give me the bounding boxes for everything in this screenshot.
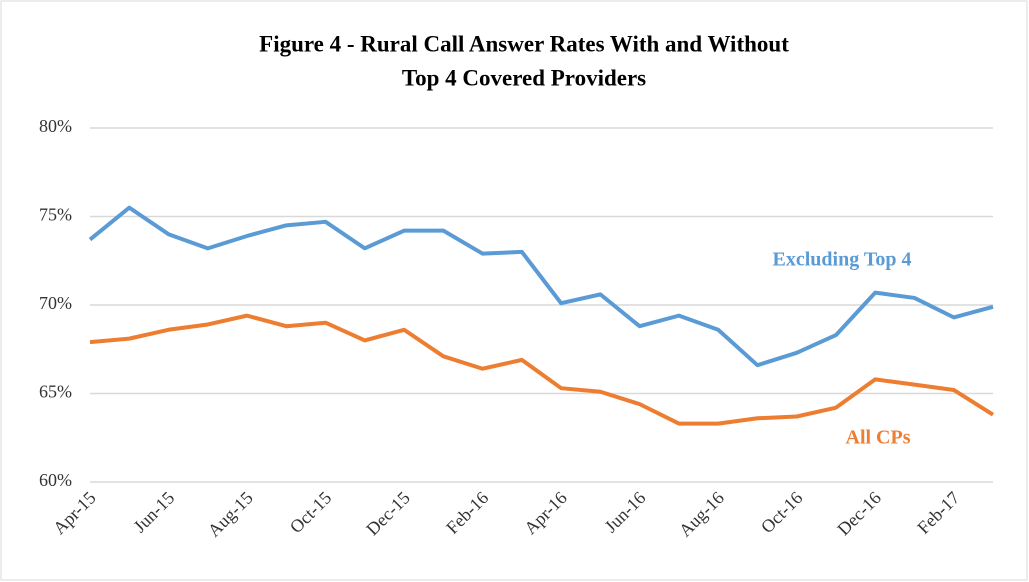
series-label: Excluding Top 4 <box>773 249 912 271</box>
y-tick-label: 70% <box>39 293 72 313</box>
chart-title: Top 4 Covered Providers <box>402 65 646 90</box>
series-line <box>88 205 994 368</box>
y-tick-label: 80% <box>39 116 72 136</box>
series-line <box>89 313 995 426</box>
y-tick-label: 65% <box>39 382 72 402</box>
y-tick-label: 60% <box>39 470 72 490</box>
series-label: All CPs <box>846 427 911 449</box>
y-tick-label: 75% <box>39 205 72 225</box>
chart-title: Figure 4 - Rural Call Answer Rates With … <box>259 31 789 56</box>
